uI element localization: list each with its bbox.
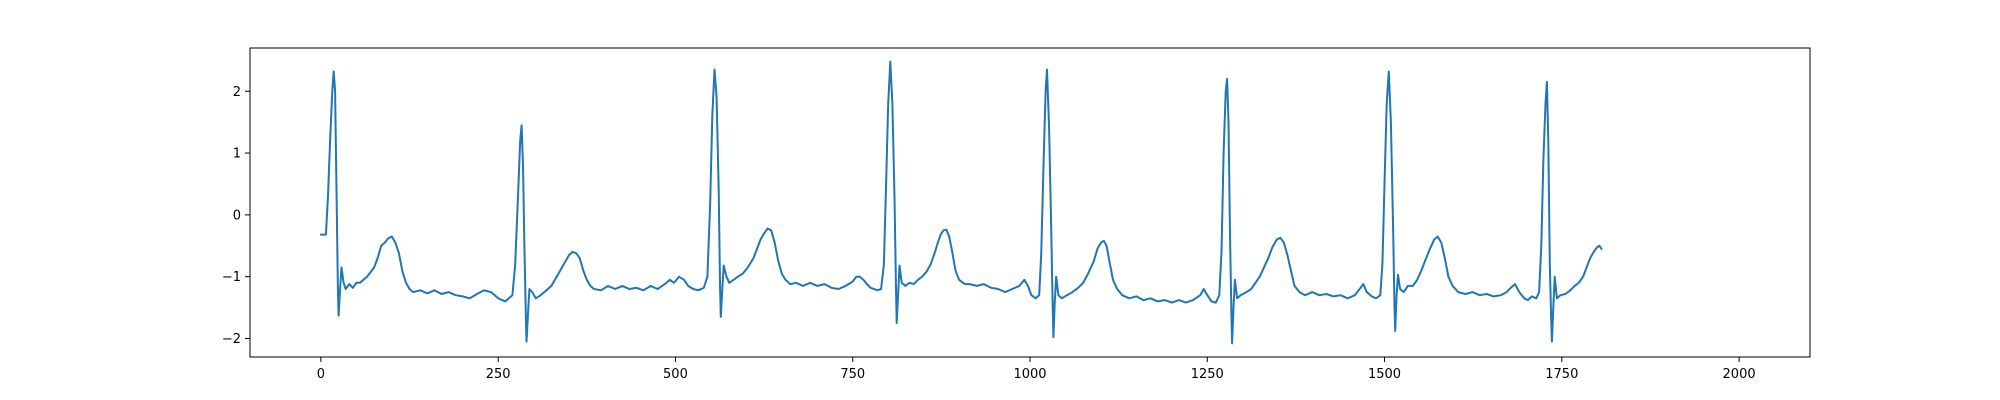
axes-frame [249, 47, 1811, 358]
x-tick-label: 1250 [1191, 367, 1224, 382]
y-tick-label: 2 [233, 85, 241, 100]
y-tick-label: −1 [222, 270, 241, 285]
y-axis: −2 −1 0 1 2 [222, 85, 250, 347]
x-tick-label: 2000 [1723, 367, 1756, 382]
x-tick-label: 1500 [1368, 367, 1401, 382]
y-tick-label: 0 [233, 208, 241, 223]
y-tick-label: 1 [233, 147, 241, 162]
x-tick-label: 750 [840, 367, 865, 382]
plot-area [319, 60, 1603, 345]
x-tick-label: 250 [486, 367, 511, 382]
y-tick-label: −2 [222, 332, 241, 347]
x-tick-label: 1000 [1013, 367, 1046, 382]
x-tick-label: 500 [663, 367, 688, 382]
x-tick-label: 1750 [1545, 367, 1578, 382]
x-axis: 0 250 500 750 1000 1250 1500 1750 2000 [317, 357, 1756, 382]
series-line-0 [319, 60, 1603, 345]
x-tick-label: 0 [317, 367, 325, 382]
